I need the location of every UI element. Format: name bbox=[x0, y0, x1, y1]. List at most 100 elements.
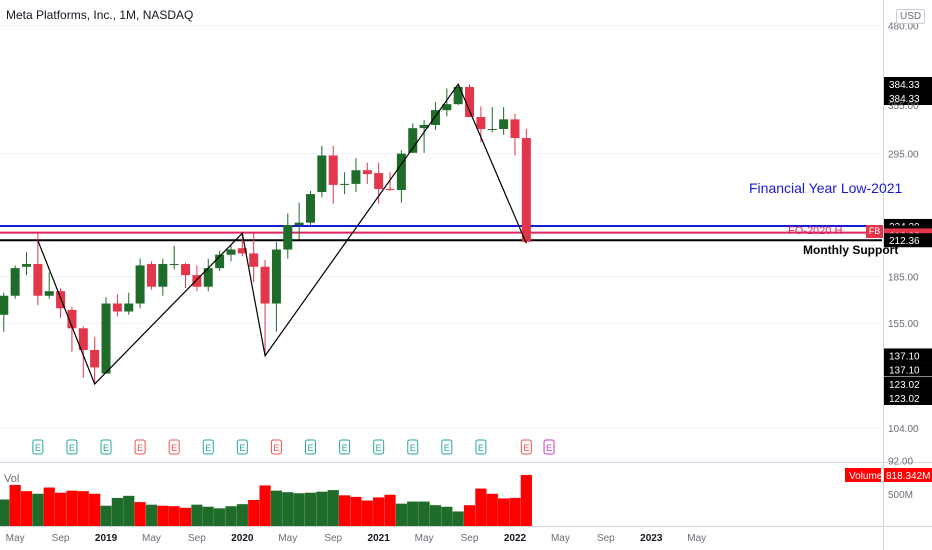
candle-body[interactable] bbox=[271, 249, 281, 304]
volume-bar[interactable] bbox=[270, 490, 283, 526]
candle-body[interactable] bbox=[90, 349, 100, 368]
volume-bar[interactable] bbox=[293, 493, 305, 526]
volume-bar[interactable] bbox=[202, 506, 214, 526]
candle-body[interactable] bbox=[10, 268, 20, 296]
candle-body[interactable] bbox=[181, 264, 191, 276]
candle-body[interactable] bbox=[499, 119, 509, 129]
candle-body[interactable] bbox=[237, 248, 247, 254]
volume-bar[interactable] bbox=[475, 488, 487, 526]
volume-bar[interactable] bbox=[350, 496, 362, 526]
volume-bar[interactable] bbox=[520, 475, 532, 526]
volume-bar[interactable] bbox=[111, 497, 123, 526]
volume-bar[interactable] bbox=[248, 500, 260, 526]
candle-body[interactable] bbox=[340, 183, 350, 185]
earnings-marker[interactable] bbox=[134, 439, 146, 455]
volume-bar[interactable] bbox=[20, 491, 33, 526]
earnings-marker[interactable] bbox=[475, 439, 487, 455]
earnings-marker[interactable] bbox=[66, 439, 78, 455]
earnings-marker[interactable] bbox=[32, 439, 44, 455]
volume-bar[interactable] bbox=[54, 492, 67, 526]
volume-bar[interactable] bbox=[157, 505, 169, 526]
time-axis[interactable]: May Sep 2019 May Sep 2020 May Sep 2021 May Sep 2022… bbox=[6, 533, 707, 544]
candle-body[interactable] bbox=[442, 104, 452, 111]
candle-body[interactable] bbox=[408, 128, 418, 153]
volume-bar[interactable] bbox=[9, 484, 21, 526]
earnings-marker[interactable] bbox=[202, 439, 214, 455]
candle-body[interactable] bbox=[260, 266, 270, 304]
candle-body[interactable] bbox=[351, 170, 361, 184]
candle-body[interactable] bbox=[158, 264, 168, 287]
volume-bar[interactable] bbox=[452, 511, 464, 526]
candle-body[interactable] bbox=[283, 224, 293, 250]
candle-body[interactable] bbox=[294, 222, 304, 225]
volume-bar[interactable] bbox=[100, 505, 112, 526]
volume-bar[interactable] bbox=[43, 487, 55, 526]
candle-body[interactable] bbox=[430, 110, 440, 125]
candle-body[interactable] bbox=[101, 303, 111, 374]
candle-body[interactable] bbox=[476, 117, 486, 129]
candle-body[interactable] bbox=[0, 295, 9, 315]
candle-body[interactable] bbox=[328, 155, 338, 185]
volume-bar[interactable] bbox=[429, 505, 442, 526]
candle-body[interactable] bbox=[521, 138, 531, 242]
candle-body[interactable] bbox=[135, 265, 145, 304]
volume-bar[interactable] bbox=[134, 502, 146, 526]
volume-bar[interactable] bbox=[316, 491, 328, 526]
volume-bar[interactable] bbox=[77, 491, 89, 526]
volume-bar[interactable] bbox=[32, 493, 44, 526]
volume-bar[interactable] bbox=[498, 498, 510, 526]
candle-body[interactable] bbox=[215, 254, 225, 269]
volume-bar[interactable] bbox=[407, 501, 419, 526]
volume-bar[interactable] bbox=[0, 499, 10, 526]
earnings-marker[interactable] bbox=[543, 439, 555, 455]
volume-bar[interactable] bbox=[236, 504, 248, 526]
volume-bar[interactable] bbox=[373, 497, 385, 526]
candle-body[interactable] bbox=[203, 268, 213, 287]
candle-body[interactable] bbox=[487, 128, 497, 130]
volume-bar[interactable] bbox=[327, 490, 339, 526]
candle-body[interactable] bbox=[112, 303, 122, 312]
earnings-marker[interactable] bbox=[236, 439, 248, 455]
trend-line[interactable] bbox=[37, 82, 527, 386]
candle-body[interactable] bbox=[169, 264, 179, 266]
candle-body[interactable] bbox=[385, 188, 395, 190]
candle-body[interactable] bbox=[419, 124, 429, 129]
earnings-marker[interactable] bbox=[305, 439, 316, 455]
candle-body[interactable] bbox=[249, 253, 259, 267]
volume-bar[interactable] bbox=[66, 490, 78, 526]
earnings-marker[interactable] bbox=[407, 439, 419, 455]
volume-bar[interactable] bbox=[168, 506, 180, 526]
volume-bar[interactable] bbox=[304, 492, 317, 526]
volume-bar[interactable] bbox=[486, 493, 498, 526]
volume-bar[interactable] bbox=[179, 507, 192, 526]
volume-bar[interactable] bbox=[384, 494, 396, 526]
volume-bar[interactable] bbox=[145, 504, 158, 526]
candle-body[interactable] bbox=[33, 264, 43, 296]
volume-bar[interactable] bbox=[259, 485, 271, 526]
currency-badge[interactable]: USD bbox=[896, 9, 926, 24]
earnings-marker[interactable] bbox=[373, 439, 385, 455]
candle-body[interactable] bbox=[317, 155, 327, 193]
volume-bar[interactable] bbox=[441, 506, 453, 526]
volume-bar[interactable] bbox=[191, 504, 203, 526]
volume-bar[interactable] bbox=[361, 500, 373, 526]
candle-body[interactable] bbox=[396, 153, 406, 190]
earnings-marker[interactable] bbox=[100, 439, 112, 455]
volume-bar[interactable] bbox=[89, 493, 101, 526]
candle-body[interactable] bbox=[78, 328, 88, 350]
candle-body[interactable] bbox=[465, 86, 475, 118]
price-axis[interactable]: 480.00 295.00 185.00 155.00 104.00 92.00 384.3… bbox=[845, 21, 932, 501]
volume-bar[interactable] bbox=[395, 503, 407, 526]
candle-body[interactable] bbox=[374, 173, 384, 189]
volume-bar[interactable] bbox=[338, 495, 351, 526]
earnings-marker[interactable] bbox=[441, 439, 453, 455]
candle-body[interactable] bbox=[124, 303, 134, 312]
volume-bar[interactable] bbox=[509, 497, 521, 526]
candle-body[interactable] bbox=[192, 275, 202, 287]
volume-bar[interactable] bbox=[418, 501, 430, 526]
candle-body[interactable] bbox=[44, 291, 54, 296]
earnings-marker[interactable] bbox=[339, 439, 351, 455]
volume-bar[interactable] bbox=[463, 505, 476, 526]
candle-body[interactable] bbox=[510, 119, 520, 139]
